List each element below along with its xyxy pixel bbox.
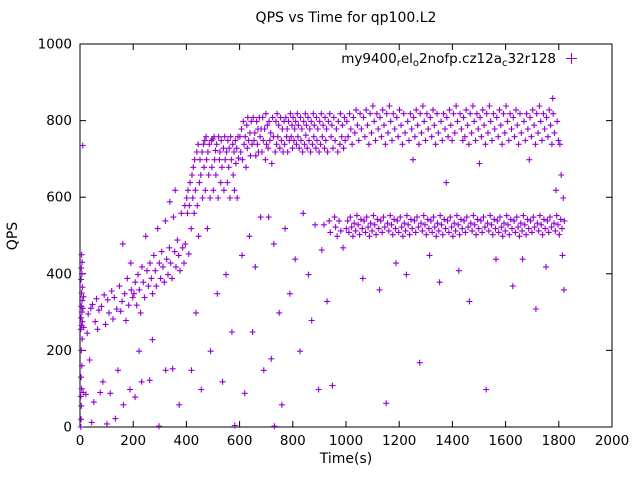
legend: my9400relo2nofp.cz12ac32r128 xyxy=(341,51,577,69)
y-tick-label: 800 xyxy=(46,113,72,129)
x-tick-label: 2000 xyxy=(595,433,629,449)
axis-ticks xyxy=(79,43,613,428)
x-axis-label: Time(s) xyxy=(319,451,372,467)
x-tick-label: 600 xyxy=(227,433,253,449)
y-tick-label: 400 xyxy=(46,266,72,282)
legend-label: my9400relo2nofp.cz12ac32r128 xyxy=(341,51,556,69)
chart-title: QPS vs Time for qp100.L2 xyxy=(256,10,437,26)
x-tick-label: 200 xyxy=(120,433,146,449)
x-tick-label: 1800 xyxy=(542,433,576,449)
y-axis-label: QPS xyxy=(5,222,21,250)
x-tick-label: 400 xyxy=(174,433,200,449)
x-tick-label: 1600 xyxy=(488,433,522,449)
x-tick-label: 1400 xyxy=(435,433,469,449)
data-points-layer xyxy=(77,95,568,430)
scatter-points xyxy=(77,95,568,430)
y-tick-label: 1000 xyxy=(38,37,72,53)
x-tick-label: 1200 xyxy=(382,433,416,449)
x-tick-label: 0 xyxy=(76,433,85,449)
x-tick-label: 800 xyxy=(280,433,306,449)
y-tick-label: 200 xyxy=(46,343,72,359)
y-tick-label: 600 xyxy=(46,190,72,206)
plot-border xyxy=(79,43,613,428)
y-tick-label: 0 xyxy=(63,420,72,436)
legend-marker-icon xyxy=(566,53,577,64)
axes: 0 200 400 600 800 1000 1200 1400 1600 1800 2000 0 20… xyxy=(38,37,630,450)
x-tick-label: 1000 xyxy=(329,433,363,449)
